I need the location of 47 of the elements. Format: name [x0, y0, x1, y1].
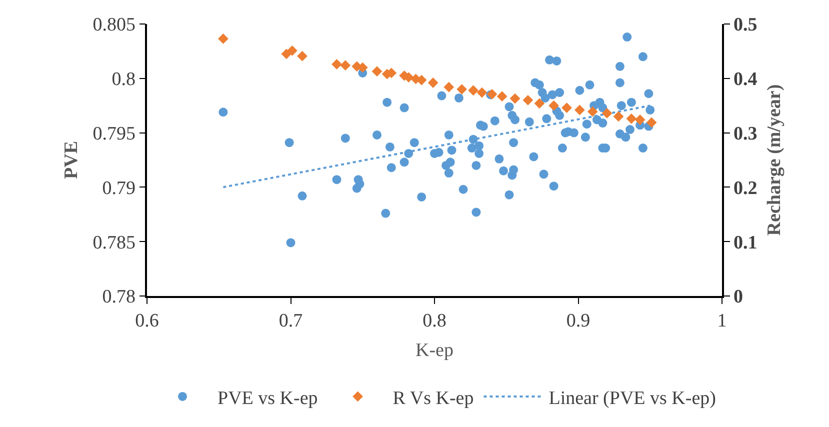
- point: [456, 84, 468, 94]
- point: [496, 91, 508, 102]
- x-tick-label: 1: [717, 310, 727, 332]
- y-tick-label: 0.79: [102, 178, 136, 199]
- point: [372, 66, 382, 77]
- point: [602, 108, 612, 118]
- y-tick-label: 0.8: [112, 69, 136, 90]
- y2-tick-label: 0.4: [734, 69, 758, 90]
- y-tick-label: 0.785: [92, 232, 136, 254]
- y2-tick-label: 0: [734, 286, 744, 308]
- x-tick-label: 0.6: [135, 310, 159, 332]
- point: [574, 104, 585, 116]
- legend-label: Linear (PVE vs K-ep): [548, 388, 716, 409]
- legend-label: R Vs K-ep: [392, 388, 474, 409]
- y-axis-title: PVE: [61, 141, 82, 179]
- point: [332, 59, 342, 70]
- point: [534, 98, 545, 109]
- point: [562, 102, 572, 113]
- legend-label: PVE vs K-ep: [218, 388, 318, 409]
- point: [646, 117, 657, 128]
- point: [444, 82, 454, 92]
- point: [468, 85, 479, 96]
- x-tick-label: 0.7: [278, 310, 303, 332]
- y2-axis-title: Recharge (m/year): [764, 84, 786, 236]
- point: [286, 45, 298, 56]
- point: [634, 114, 646, 125]
- point: [428, 78, 438, 88]
- x-tick-label: 0.8: [422, 310, 446, 332]
- point: [297, 50, 308, 62]
- point: [548, 100, 560, 111]
- point: [218, 33, 228, 44]
- y2-tick-label: 0.1: [734, 232, 758, 254]
- point: [587, 106, 598, 117]
- y-tick-label: 0.795: [92, 123, 136, 144]
- point: [340, 60, 351, 71]
- y-tick-label: 0.78: [102, 286, 136, 308]
- x-axis-title: K-ep: [416, 340, 454, 361]
- point: [510, 93, 520, 104]
- x-tick-label: 0.9: [566, 310, 590, 332]
- point: [522, 94, 534, 106]
- y2-tick-label: 0.5: [734, 14, 758, 36]
- y2-tick-label: 0.2: [734, 178, 758, 199]
- point: [476, 87, 488, 98]
- y2-tick-label: 0.3: [734, 123, 758, 144]
- y-tick-label: 0.805: [92, 14, 136, 36]
- point: [613, 111, 624, 122]
- point: [626, 113, 637, 124]
